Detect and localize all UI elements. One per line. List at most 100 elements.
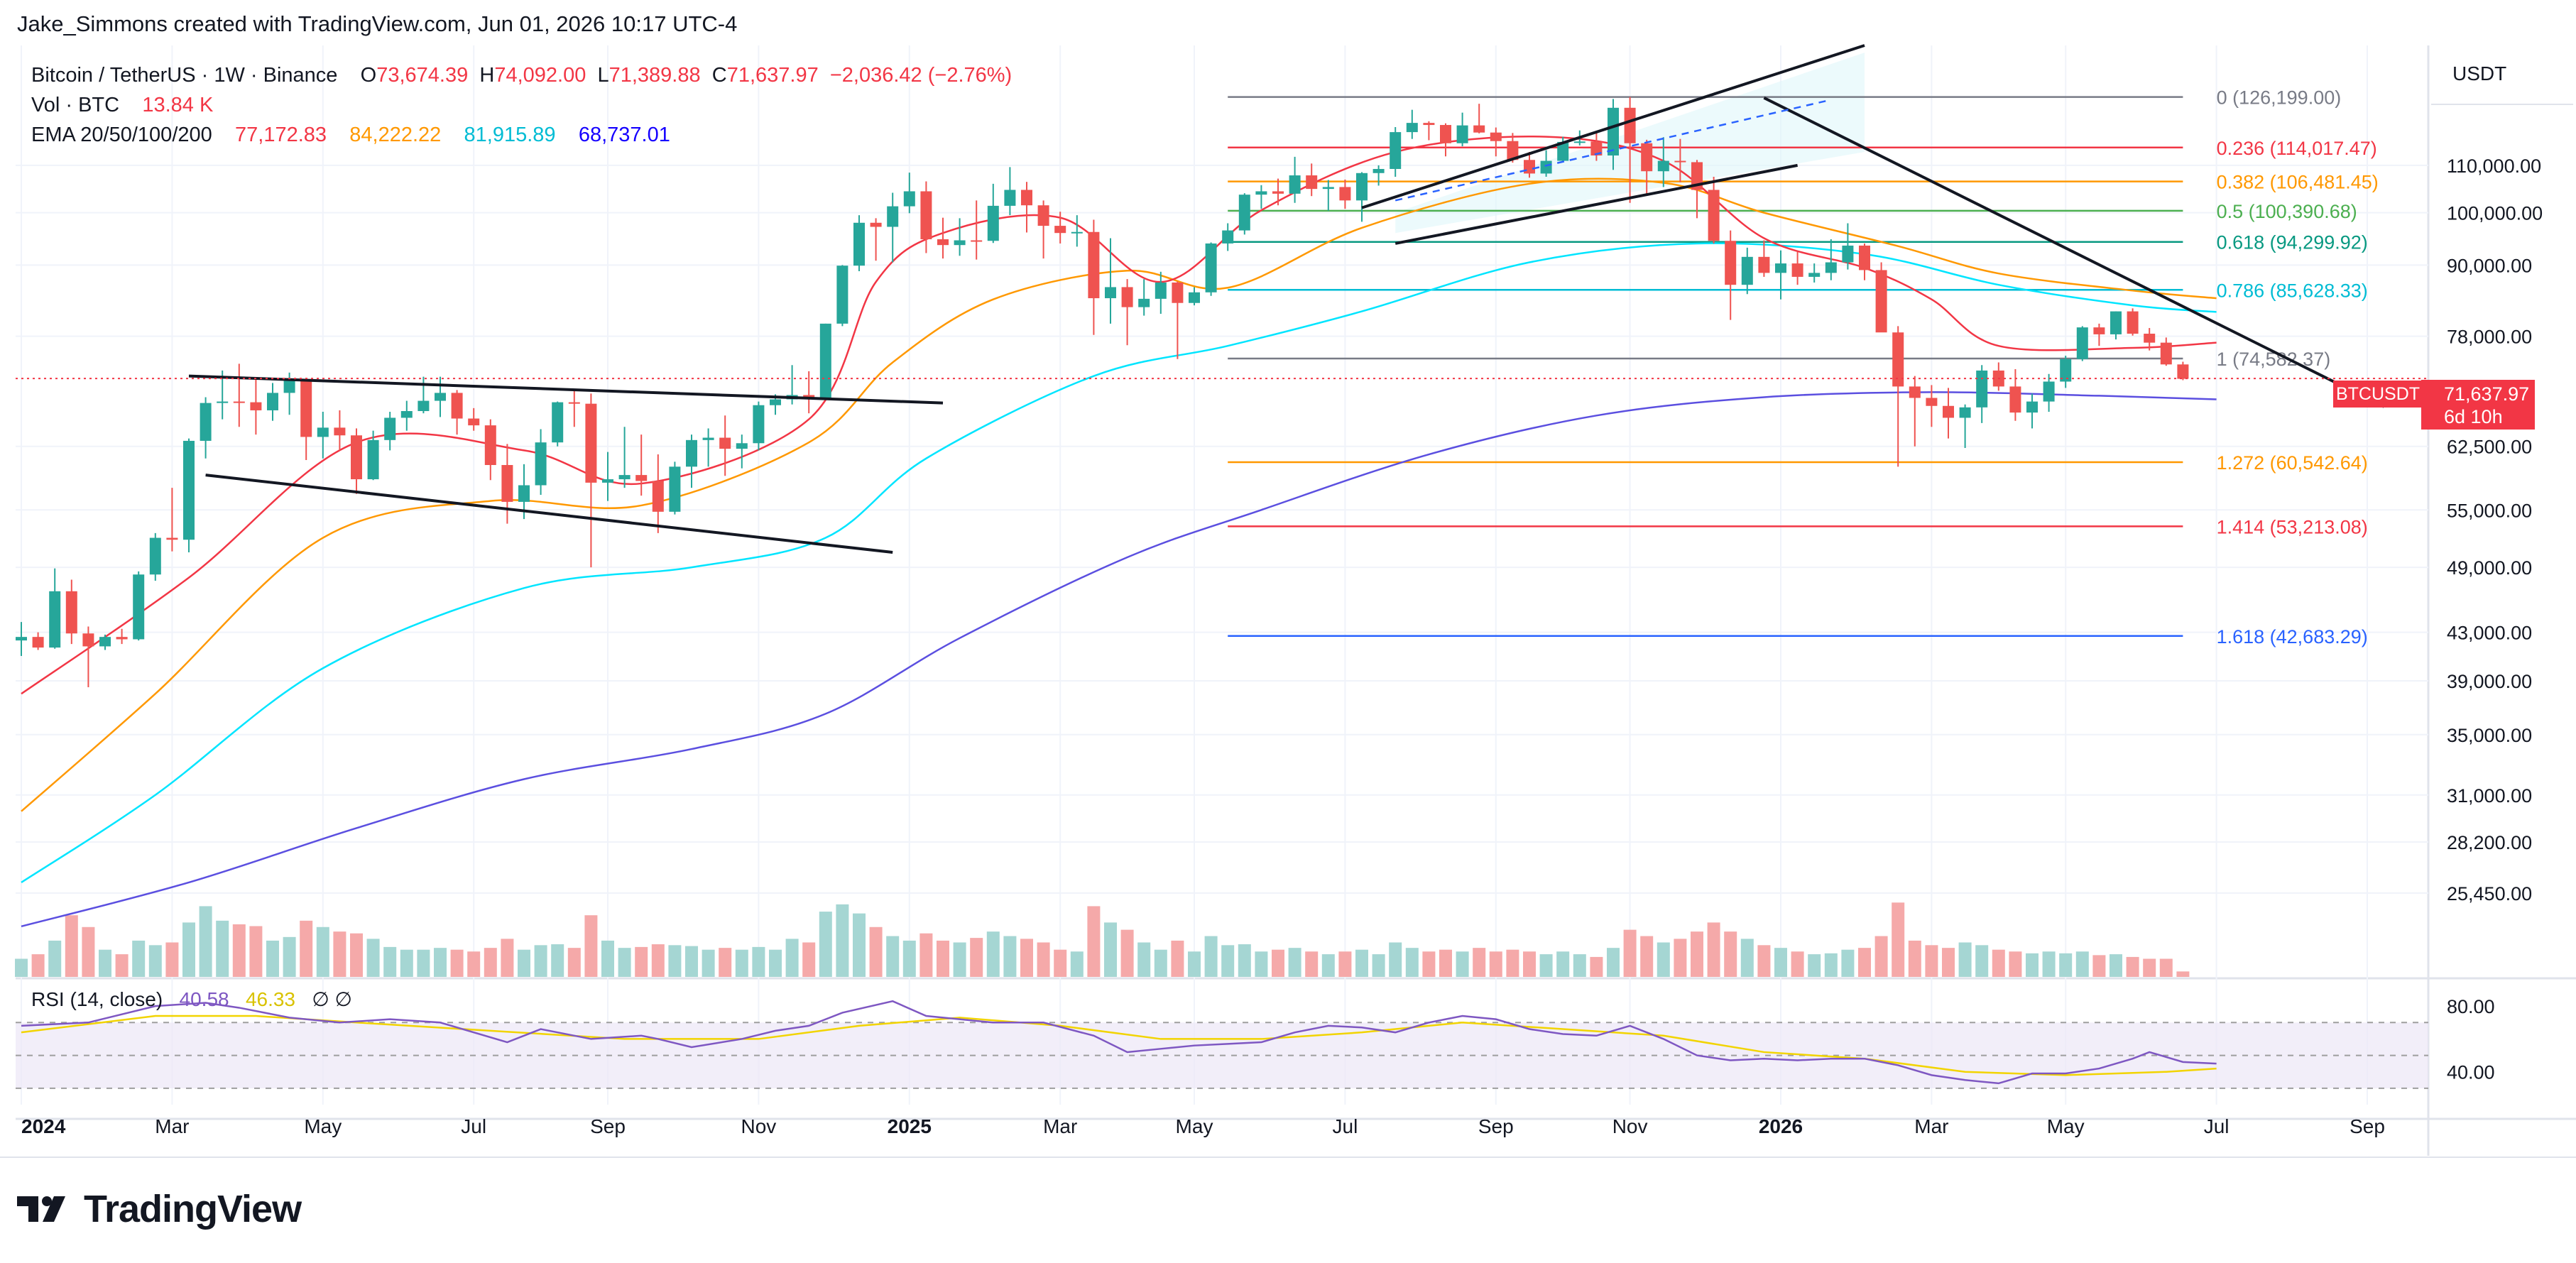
volume-bar <box>1305 951 1319 977</box>
volume-bar <box>2026 953 2039 977</box>
volume-bar <box>1590 956 1603 977</box>
candle-body <box>1255 191 1267 195</box>
candle-body <box>1306 175 1318 190</box>
candle-body <box>1372 168 1385 173</box>
candle-body <box>2076 327 2088 359</box>
candle-body <box>1238 195 1250 231</box>
candle-body <box>702 437 714 440</box>
tradingview-logo[interactable]: TradingView <box>17 1187 302 1231</box>
volume-bar <box>1523 951 1536 977</box>
x-tick-label: May <box>2047 1115 2085 1137</box>
volume-bar <box>1003 936 1017 977</box>
candle-body <box>99 637 111 647</box>
volume-bar <box>1640 936 1654 977</box>
volume-bar <box>937 940 949 977</box>
volume-bar <box>1355 949 1368 977</box>
chart-legend: Bitcoin / TetherUS · 1W · Binance O73,67… <box>31 61 1012 151</box>
candle-body <box>1708 190 1720 241</box>
open-label: O <box>360 64 377 87</box>
volume-bar <box>1439 949 1452 977</box>
x-tick-label: Jul <box>1333 1115 1358 1137</box>
volume-bar <box>719 948 732 977</box>
volume-bar <box>635 946 648 977</box>
volume-bar <box>1120 929 1134 977</box>
candle-body <box>2110 311 2122 334</box>
volume-label[interactable]: Vol · BTC <box>31 94 120 116</box>
volume-bar <box>1674 939 1687 977</box>
ema-label[interactable]: EMA 20/50/100/200 <box>31 124 212 146</box>
volume-bar <box>400 949 413 977</box>
volume-bar <box>853 913 866 977</box>
candle-body <box>903 191 915 207</box>
top-bar: Jake_Simmons created with TradingView.co… <box>0 0 2576 45</box>
y-tick-label: 55,000.00 <box>2447 500 2532 521</box>
volume-bar <box>1272 949 1284 977</box>
rsi-ma-value: 46.33 <box>245 988 296 1010</box>
candle-body <box>1524 160 1535 174</box>
candle-body <box>484 425 496 465</box>
rsi-name[interactable]: RSI (14, close) <box>31 988 163 1010</box>
volume-bar <box>216 920 229 977</box>
currency-selector[interactable]: USDT <box>2431 45 2573 105</box>
current-price-tag: 71,637.97 6d 10h <box>2421 380 2535 430</box>
candle-body <box>535 442 547 486</box>
volume-bar <box>1087 906 1101 977</box>
volume-bar <box>1908 940 1921 977</box>
volume-bar <box>2075 951 2089 977</box>
candle-body <box>1322 187 1334 190</box>
volume-bar <box>1858 948 1871 977</box>
legend-volume-row: Vol · BTC 13.84 K <box>31 91 1012 121</box>
symbol-name[interactable]: Bitcoin / TetherUS · 1W · Binance <box>31 64 338 87</box>
candle-body <box>16 637 27 641</box>
trendline <box>205 474 893 554</box>
volume-bar <box>300 920 313 977</box>
candle-body <box>1473 125 1485 133</box>
volume-bar <box>1808 954 1821 977</box>
candle-body <box>250 402 262 410</box>
ema20-line <box>21 136 2217 695</box>
y-tick-label: 62,500.00 <box>2447 437 2532 458</box>
change-value: −2,036.42 (−2.76%) <box>829 64 1013 87</box>
candle-body <box>1875 270 1887 333</box>
volume-bar <box>685 946 698 977</box>
volume-bar <box>232 924 246 977</box>
candle-body <box>819 323 831 399</box>
candle-body <box>1926 398 1938 406</box>
volume-bar <box>836 904 849 977</box>
creator-line: Jake_Simmons created with TradingView.co… <box>17 11 738 36</box>
candle-body <box>300 381 312 437</box>
candle-body <box>635 475 648 481</box>
volume-bar <box>1539 954 1553 977</box>
volume-bar <box>1422 951 1436 977</box>
low-value: 71,389.88 <box>608 64 701 87</box>
candle-body <box>166 537 178 540</box>
candle-body <box>652 481 664 512</box>
candle-body <box>1105 287 1116 299</box>
candle-body <box>853 222 865 266</box>
volume-bar <box>148 945 162 977</box>
candle-body <box>1289 175 1301 194</box>
y-tick-label: 31,000.00 <box>2447 785 2532 807</box>
close-value: 71,637.97 <box>726 64 819 87</box>
candle-body <box>283 381 295 393</box>
candle-body <box>1641 143 1653 172</box>
volume-bar <box>567 948 581 977</box>
rsi-legend: RSI (14, close) 40.58 46.33 ∅ ∅ <box>31 988 352 1011</box>
candle-body <box>1138 298 1150 307</box>
fib-level-label: 1.618 (42,683.29) <box>2217 626 2368 647</box>
candle-body <box>1356 173 1368 201</box>
volume-bar <box>1691 931 1703 977</box>
volume-bar <box>2126 956 2139 977</box>
volume-bar <box>618 948 631 977</box>
candle-body <box>217 401 229 403</box>
x-tick-label: Sep <box>1478 1115 1514 1137</box>
candle-body <box>753 405 765 444</box>
fib-level-label: 0.382 (106,481.45) <box>2217 172 2379 193</box>
ema100-value: 81,915.89 <box>464 124 556 146</box>
y-tick-label: 25,450.00 <box>2447 883 2532 904</box>
fib-level-label: 0.786 (85,628.33) <box>2217 280 2368 301</box>
volume-bar <box>1774 948 1787 977</box>
high-label: H <box>479 64 495 87</box>
x-tick-label: Mar <box>155 1115 189 1137</box>
